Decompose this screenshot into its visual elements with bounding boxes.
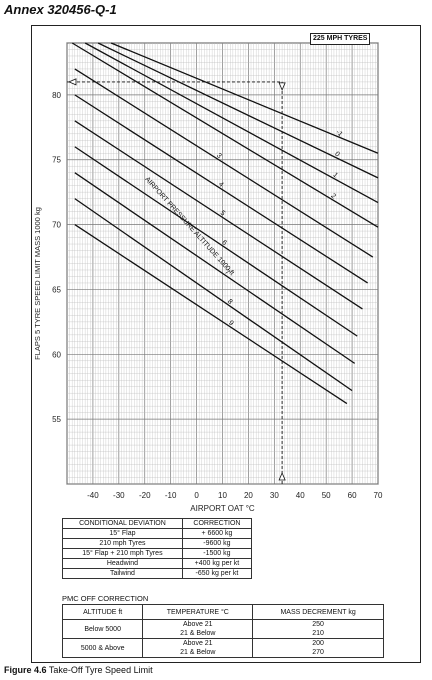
x-axis-label: AIRPORT OAT °C [190, 504, 255, 513]
cond-cell: -9600 kg [181, 538, 253, 549]
table-row: 15° Flap + 6600 kg [62, 528, 253, 539]
pmc-mass: 200 270 [252, 638, 384, 658]
arrow-left [67, 78, 77, 86]
cond-cell: 15° Flap [62, 528, 183, 539]
altitude-label: 8 [226, 298, 234, 306]
y-tick-label: 60 [52, 350, 61, 359]
figure-number: Figure 4.6 [4, 665, 47, 675]
cond-cell: 15° Flap + 210 mph Tyres [62, 548, 183, 559]
pmc-off-table: ALTITUDE ft TEMPERATURE °C MASS DECREMEN… [61, 604, 384, 658]
pmc-header-altitude: ALTITUDE ft [61, 604, 144, 620]
altitude-label: 1 [331, 172, 339, 180]
x-tick-label: -10 [165, 491, 177, 500]
table-row: Below 5000 Above 21 21 & Below 250 210 [61, 619, 384, 639]
altitude-label: 3 [215, 152, 223, 160]
y-tick-label: 55 [52, 415, 61, 424]
x-tick-label: 40 [296, 491, 305, 500]
pmc-mass-2: 270 [312, 649, 324, 656]
altitude-line [110, 42, 379, 154]
x-tick-label: -20 [139, 491, 151, 500]
x-tick-label: 60 [348, 491, 357, 500]
altitude-label: 2 [329, 193, 337, 201]
altitude-line [74, 172, 356, 364]
chart-frame [31, 25, 421, 663]
altitude-label: 5 [219, 210, 227, 218]
y-tick-label: 65 [52, 285, 61, 294]
x-tick-label: 50 [322, 491, 331, 500]
cond-cell: Headwind [62, 558, 183, 569]
x-tick-label: 20 [244, 491, 253, 500]
cond-cell: + 6600 kg [181, 528, 253, 539]
cond-cell: Tailwind [62, 568, 183, 579]
pmc-alt: Below 5000 [61, 619, 144, 639]
table-row: 15° Flap + 210 mph Tyres -1500 kg [62, 548, 253, 559]
altitude-line [84, 42, 379, 204]
altitude-line [74, 120, 363, 310]
pmc-temp-2: 21 & Below [180, 649, 216, 656]
altitude-label: 9 [227, 320, 235, 328]
conditional-deviation-table: CONDITIONAL DEVIATION CORRECTION 15° Fla… [62, 518, 253, 579]
x-tick-label: 30 [270, 491, 279, 500]
altitude-line [74, 198, 353, 392]
table-row: 5000 & Above Above 21 21 & Below 200 270 [61, 638, 384, 658]
pmc-mass: 250 210 [252, 619, 384, 639]
altitude-line [74, 68, 374, 258]
cond-header-deviation: CONDITIONAL DEVIATION [62, 518, 183, 529]
arrow-down [278, 82, 286, 91]
pmc-temp-1: Above 21 [182, 640, 213, 647]
y-tick-label: 70 [52, 221, 61, 230]
tyre-label: 225 MPH TYRES [310, 33, 371, 45]
altitude-label: -1 [334, 129, 343, 138]
pmc-mass-1: 200 [312, 640, 324, 647]
pmc-temp: Above 21 21 & Below [142, 638, 254, 658]
x-tick-label: -40 [87, 491, 99, 500]
altitude-line [74, 94, 368, 284]
pmc-header-mass: MASS DECREMENT kg [252, 604, 384, 620]
pmc-title: PMC OFF CORRECTION [62, 594, 149, 603]
cond-cell: +400 kg per kt [181, 558, 253, 569]
cond-cell: -650 kg per kt [181, 568, 253, 579]
y-tick-label: 75 [52, 156, 61, 165]
figure-caption: Figure 4.6 Take-Off Tyre Speed Limit [4, 665, 153, 675]
table-row: Headwind +400 kg per kt [62, 558, 253, 569]
y-axis-label: FLAPS 5 TYRE SPEED LIMIT MASS 1000 kg [33, 207, 42, 360]
cond-header-correction: CORRECTION [181, 518, 253, 529]
pmc-mass-2: 210 [312, 630, 324, 637]
pmc-mass-1: 250 [312, 621, 324, 628]
pmc-alt: 5000 & Above [61, 638, 144, 658]
cond-cell: 210 mph Tyres [62, 538, 183, 549]
altitude-line [74, 224, 348, 405]
figure-text: Take-Off Tyre Speed Limit [48, 665, 153, 675]
altitude-line [74, 146, 358, 337]
altitude-line [71, 42, 379, 228]
pmc-temp-2: 21 & Below [180, 630, 216, 637]
altitude-line [97, 42, 379, 179]
x-tick-label: 10 [218, 491, 227, 500]
x-tick-label: 0 [194, 491, 199, 500]
pmc-header-temperature: TEMPERATURE °C [142, 604, 254, 620]
altitude-label: 0 [333, 151, 341, 159]
pmc-temp: Above 21 21 & Below [142, 619, 254, 639]
x-tick-label: -30 [113, 491, 125, 500]
x-tick-label: 70 [374, 491, 383, 500]
cond-cell: -1500 kg [181, 548, 253, 559]
table-row: Tailwind -650 kg per kt [62, 568, 253, 579]
altitude-label: 4 [217, 181, 225, 189]
annex-title: Annex 320456-Q-1 [4, 2, 117, 17]
table-row: 210 mph Tyres -9600 kg [62, 538, 253, 549]
altitude-label: 6 [220, 239, 228, 247]
arrow-up [278, 471, 286, 481]
y-tick-label: 80 [52, 91, 61, 100]
pmc-temp-1: Above 21 [182, 621, 213, 628]
altitude-label: 7 [223, 269, 231, 277]
